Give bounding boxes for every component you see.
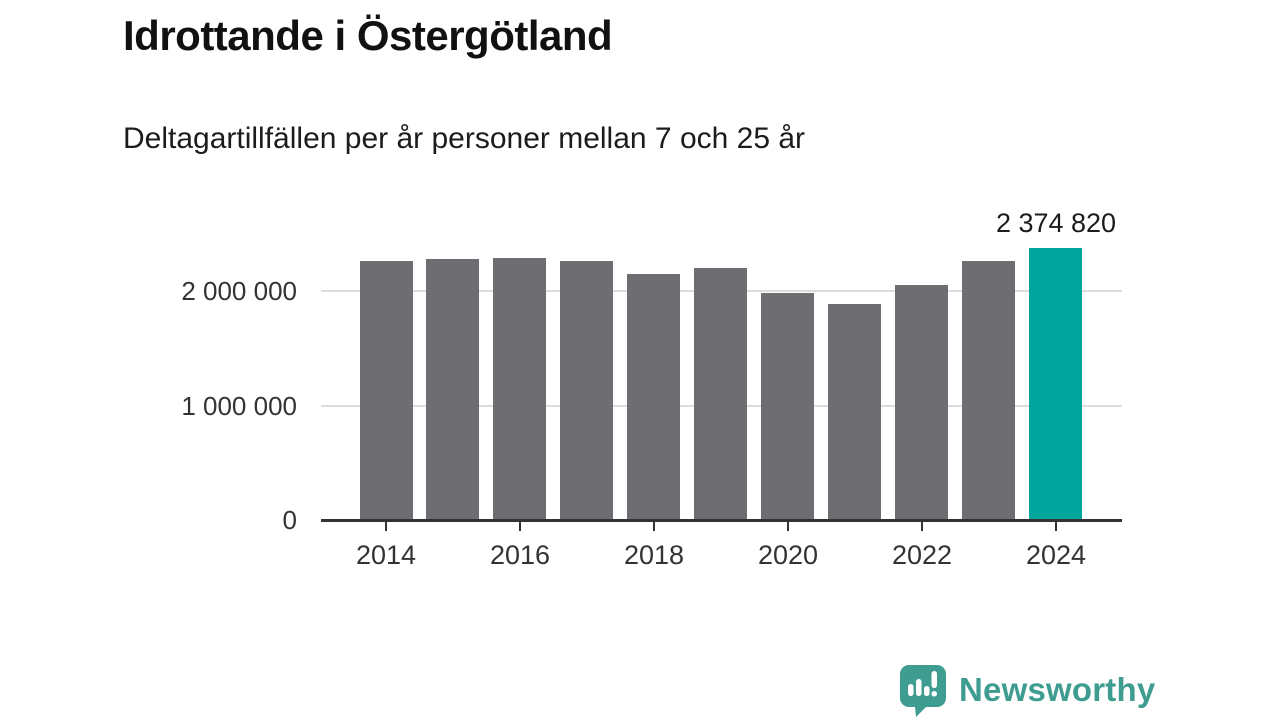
bar-2014 (360, 261, 413, 520)
bar-2021 (828, 304, 881, 520)
chart-subtitle: Deltagartillfällen per år personer mella… (123, 122, 806, 155)
x-axis-label: 2024 (1025, 540, 1087, 570)
y-axis-label: 1 000 000 (181, 391, 297, 421)
x-axis-label: 2022 (891, 540, 953, 570)
x-axis-tick (787, 522, 789, 531)
bar-2016 (493, 258, 546, 520)
x-axis-label: 2014 (355, 540, 417, 570)
highlight-value-label: 2 374 820 (995, 208, 1117, 238)
newsworthy-speech-bubble-bar-chart-icon (897, 663, 948, 717)
newsworthy-wordmark: Newsworthy (959, 671, 1156, 708)
x-axis-tick (519, 522, 521, 531)
bar-2019 (694, 268, 747, 520)
bar-2024 (1029, 248, 1082, 520)
bar-2020 (761, 293, 814, 520)
y-axis-label: 0 (282, 505, 297, 535)
x-axis-tick (653, 522, 655, 531)
bar-2015 (426, 259, 479, 520)
bar-2017 (560, 261, 613, 520)
y-axis-label: 2 000 000 (181, 276, 297, 306)
bar-2023 (962, 261, 1015, 520)
x-axis-tick (1055, 522, 1057, 531)
x-axis-line (321, 519, 1122, 522)
x-axis-label: 2020 (757, 540, 819, 570)
newsworthy-brand: Newsworthy (897, 663, 1155, 717)
x-axis-label: 2016 (489, 540, 551, 570)
page-title: Idrottande i Östergötland (123, 12, 613, 59)
bar-2018 (627, 274, 680, 520)
x-axis-tick (921, 522, 923, 531)
bar-2022 (895, 285, 948, 520)
x-axis-tick (385, 522, 387, 531)
x-axis-label: 2018 (623, 540, 685, 570)
